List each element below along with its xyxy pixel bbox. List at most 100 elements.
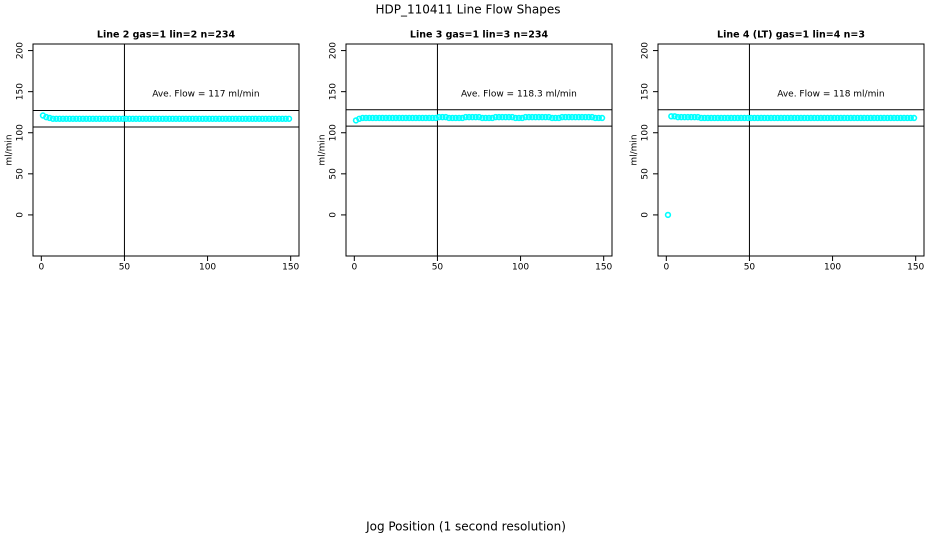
point <box>92 115 100 122</box>
point <box>744 114 751 122</box>
point <box>764 114 771 122</box>
y-tick-label: 50 <box>16 168 26 180</box>
point <box>548 114 556 122</box>
y-tick-label: 200 <box>16 42 26 59</box>
point <box>212 115 220 122</box>
plot-box <box>657 43 925 257</box>
point <box>282 115 289 122</box>
point <box>172 115 180 122</box>
point <box>359 114 366 122</box>
point <box>528 113 536 121</box>
point <box>860 114 868 122</box>
point <box>489 114 496 122</box>
point <box>99 115 107 122</box>
point <box>910 114 918 122</box>
point <box>156 115 163 122</box>
point <box>811 114 818 122</box>
point <box>840 114 848 122</box>
point <box>664 211 672 219</box>
point <box>499 113 506 121</box>
point <box>797 114 805 122</box>
point <box>439 113 446 121</box>
point <box>714 114 722 122</box>
point <box>595 114 602 122</box>
point <box>814 114 821 122</box>
point <box>225 115 233 122</box>
annotation: Ave. Flow = 118.3 ml/min <box>461 90 577 100</box>
point <box>269 115 276 122</box>
point <box>598 114 606 122</box>
point <box>399 114 406 122</box>
y-tick-label: 150 <box>329 83 339 100</box>
point <box>532 113 539 121</box>
point <box>122 115 130 122</box>
y-tick-label: 50 <box>641 168 651 180</box>
point <box>229 115 236 122</box>
point <box>136 115 143 122</box>
x-tick-label: 50 <box>119 263 131 273</box>
x-tick-label: 150 <box>595 263 612 273</box>
y-tick-label: 0 <box>329 212 339 218</box>
x-tick-label: 0 <box>663 263 669 273</box>
point <box>727 114 735 122</box>
point <box>356 115 363 122</box>
point <box>82 115 90 122</box>
point <box>459 114 466 122</box>
point <box>442 113 449 121</box>
y-tick-label: 150 <box>16 83 26 100</box>
x-tick-label: 150 <box>282 263 299 273</box>
point <box>824 114 831 122</box>
point <box>235 115 243 122</box>
point <box>515 114 523 122</box>
x-tick-label: 0 <box>351 263 357 273</box>
point <box>53 115 60 122</box>
point <box>209 115 216 122</box>
point <box>259 115 266 122</box>
point <box>512 114 519 122</box>
point <box>56 115 63 122</box>
panel-title: Line 4 (LT) gas=1 lin=4 n=3 <box>717 30 865 41</box>
point <box>482 114 489 122</box>
point <box>219 115 226 122</box>
point <box>568 113 576 121</box>
point <box>76 115 83 122</box>
point <box>717 114 725 122</box>
point <box>96 115 103 122</box>
point <box>126 115 133 122</box>
point <box>452 114 459 122</box>
point <box>402 114 410 122</box>
point <box>162 115 170 122</box>
point <box>262 115 269 122</box>
point <box>79 115 87 122</box>
point <box>701 114 708 122</box>
y-tick-label: 100 <box>641 124 651 141</box>
point <box>166 115 173 122</box>
point <box>545 113 553 121</box>
point <box>821 114 828 122</box>
point <box>149 115 156 122</box>
point <box>396 114 403 122</box>
point <box>754 114 761 122</box>
x-tick-label: 50 <box>432 263 444 273</box>
point <box>43 113 50 121</box>
point <box>681 113 688 121</box>
point <box>704 114 712 122</box>
point <box>678 113 685 121</box>
point <box>734 114 741 122</box>
point <box>239 115 246 122</box>
y-tick-label: 0 <box>16 212 26 218</box>
point <box>139 115 146 122</box>
point <box>245 115 253 122</box>
point <box>216 115 223 122</box>
point <box>787 114 795 122</box>
x-tick-label: 0 <box>38 263 44 273</box>
point <box>558 113 566 121</box>
plot-box <box>32 43 300 257</box>
point <box>887 114 894 122</box>
point <box>372 114 380 122</box>
point <box>272 115 279 122</box>
point <box>63 115 70 122</box>
y-axis-label: ml/min <box>630 134 640 165</box>
point <box>904 114 911 122</box>
point <box>362 114 370 122</box>
